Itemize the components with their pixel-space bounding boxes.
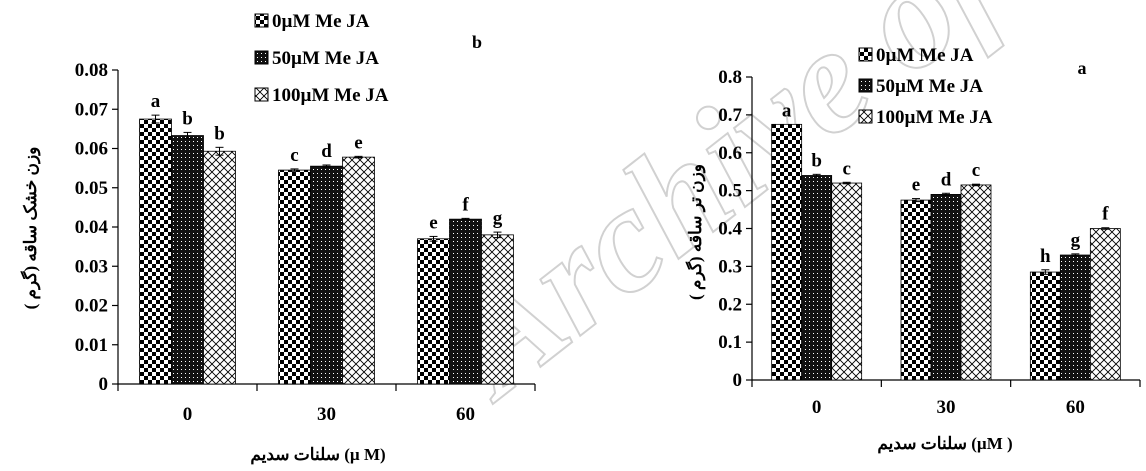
significance-letter: b [811, 150, 822, 171]
y-tick-label: 0.4 [718, 219, 742, 240]
y-tick-label: 0.04 [75, 217, 109, 238]
significance-letter: c [842, 158, 850, 179]
y-tick-label: 0.8 [718, 67, 742, 88]
y-tick-label: 0.2 [718, 294, 742, 315]
y-tick-label: 0.7 [718, 105, 742, 126]
significance-letter: g [493, 208, 503, 229]
x-category-label: 60 [1066, 397, 1085, 418]
bar [278, 169, 311, 385]
y-tick-label: 0.1 [718, 332, 742, 353]
bar [481, 234, 514, 385]
bar [310, 165, 343, 385]
y-tick-label: 0.5 [718, 181, 742, 202]
legend-label: 50µM Me JA [272, 48, 379, 69]
significance-letter: d [941, 169, 952, 190]
bar [771, 123, 803, 381]
significance-letter: h [1040, 246, 1051, 267]
legend-swatch [254, 13, 269, 28]
significance-letter: e [429, 212, 437, 233]
significance-letter: a [151, 91, 161, 112]
x-axis-title: سلنات سدیم (µ M) [250, 445, 385, 465]
y-axis-title: وزن خشک ساقه (گرم ) [20, 147, 41, 310]
panel-label: a [1078, 58, 1087, 78]
y-axis-title: وزن تر ساقه (گرم ) [685, 164, 706, 300]
significance-letter: f [462, 194, 469, 215]
bar [801, 175, 833, 381]
y-tick-label: 0.03 [75, 256, 108, 277]
significance-letter: a [782, 100, 792, 121]
bar [417, 238, 450, 385]
legend-label: 0µM Me JA [272, 11, 370, 32]
y-tick-label: 0.6 [718, 143, 742, 164]
bar [449, 218, 482, 385]
chart-panel-b: 0 0.01 0.02 0.03 0.04 0.05 0.06 0.07 0.08 0 30 60 a c… [20, 11, 536, 465]
significance-letter: b [182, 108, 193, 129]
bar [1089, 228, 1121, 381]
legend-swatch [254, 50, 269, 65]
significance-letter: c [972, 160, 980, 181]
bar [1029, 271, 1061, 381]
y-tick-label: 0.02 [75, 296, 108, 317]
x-category-label: 0 [183, 404, 193, 425]
bar [342, 156, 375, 385]
y-tick-label: 0.05 [75, 178, 108, 199]
significance-letter: g [1071, 230, 1081, 251]
y-tick-label: 0.06 [75, 139, 108, 160]
bar [171, 135, 204, 385]
x-category-label: 0 [812, 397, 822, 418]
significance-letter: f [1102, 204, 1109, 225]
significance-letter: e [912, 175, 920, 196]
x-axis-title: سلنات سدیم (µM ) [877, 434, 1012, 454]
legend-swatch [858, 109, 873, 124]
y-tick-label: 0.3 [718, 256, 742, 277]
bar [831, 182, 863, 381]
significance-letter: c [290, 145, 298, 166]
y-tick-label: 0.08 [75, 60, 108, 81]
legend-label: 0µM Me JA [876, 45, 974, 66]
legend-swatch [254, 87, 269, 102]
y-tick-label: 0.07 [75, 99, 109, 120]
bar [930, 194, 962, 381]
significance-letter: d [321, 141, 332, 162]
legend-swatch [858, 47, 873, 62]
significance-letter: e [354, 132, 362, 153]
legend-label: 50µM Me JA [876, 76, 983, 97]
legend-label: 100µM Me JA [272, 85, 389, 106]
legend-swatch [858, 78, 873, 93]
bar [1059, 254, 1091, 381]
bar [960, 184, 992, 381]
y-tick-label: 0.01 [75, 335, 108, 356]
x-category-label: 30 [317, 404, 336, 425]
bar [139, 118, 172, 385]
legend-label: 100µM Me JA [876, 107, 993, 128]
bar [203, 150, 236, 385]
x-category-label: 60 [456, 404, 475, 425]
chart-panel-a: 0 0.1 0.2 0.3 0.4 0.5 0.6 0.7 0.8 0 30 60 a e h b d g c c f 0… [685, 45, 1141, 454]
y-tick-label: 0 [99, 374, 109, 395]
panel-label: b [472, 32, 482, 52]
significance-letter: b [214, 123, 225, 144]
x-category-label: 30 [937, 397, 956, 418]
bar [900, 199, 932, 381]
y-tick-label: 0 [733, 370, 743, 391]
